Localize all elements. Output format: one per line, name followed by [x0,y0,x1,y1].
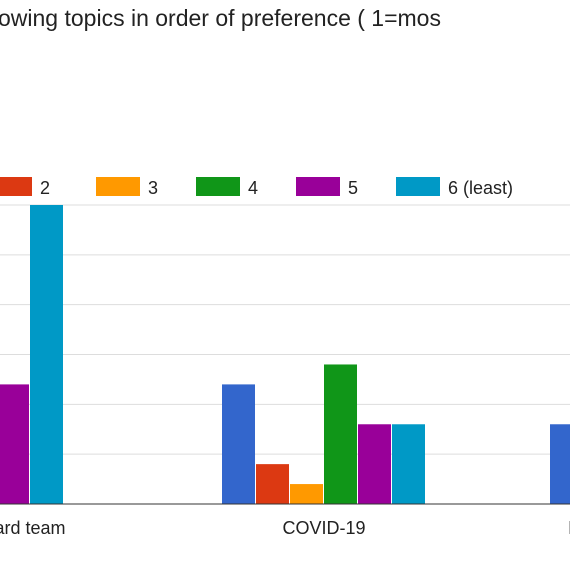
legend-swatch [96,177,140,196]
bar [324,364,357,504]
chart-title: owing topics in order of preference ( 1=… [0,5,441,31]
gridlines [0,204,570,455]
legend-label: 4 [248,178,258,198]
bar [30,205,63,504]
bar [550,424,570,504]
x-axis-tick-labels: ard team COVID-19 I [0,518,570,538]
x-tick-label: I [568,518,570,538]
legend-label: 5 [348,178,358,198]
legend-label: 2 [40,178,50,198]
bar [222,384,255,504]
bar [290,484,323,504]
bar [392,424,425,504]
bar [256,464,289,504]
bar [358,424,391,504]
legend-label: 6 (least) [448,178,513,198]
legend-swatch [0,177,32,196]
bars [0,205,570,504]
legend[interactable]: 2 3 4 5 6 (least) [0,177,513,198]
x-tick-label: COVID-19 [282,518,365,538]
legend-label: 3 [148,178,158,198]
legend-swatch [196,177,240,196]
legend-swatch [396,177,440,196]
x-tick-label: ard team [0,518,66,538]
legend-swatch [296,177,340,196]
bar [0,384,29,504]
